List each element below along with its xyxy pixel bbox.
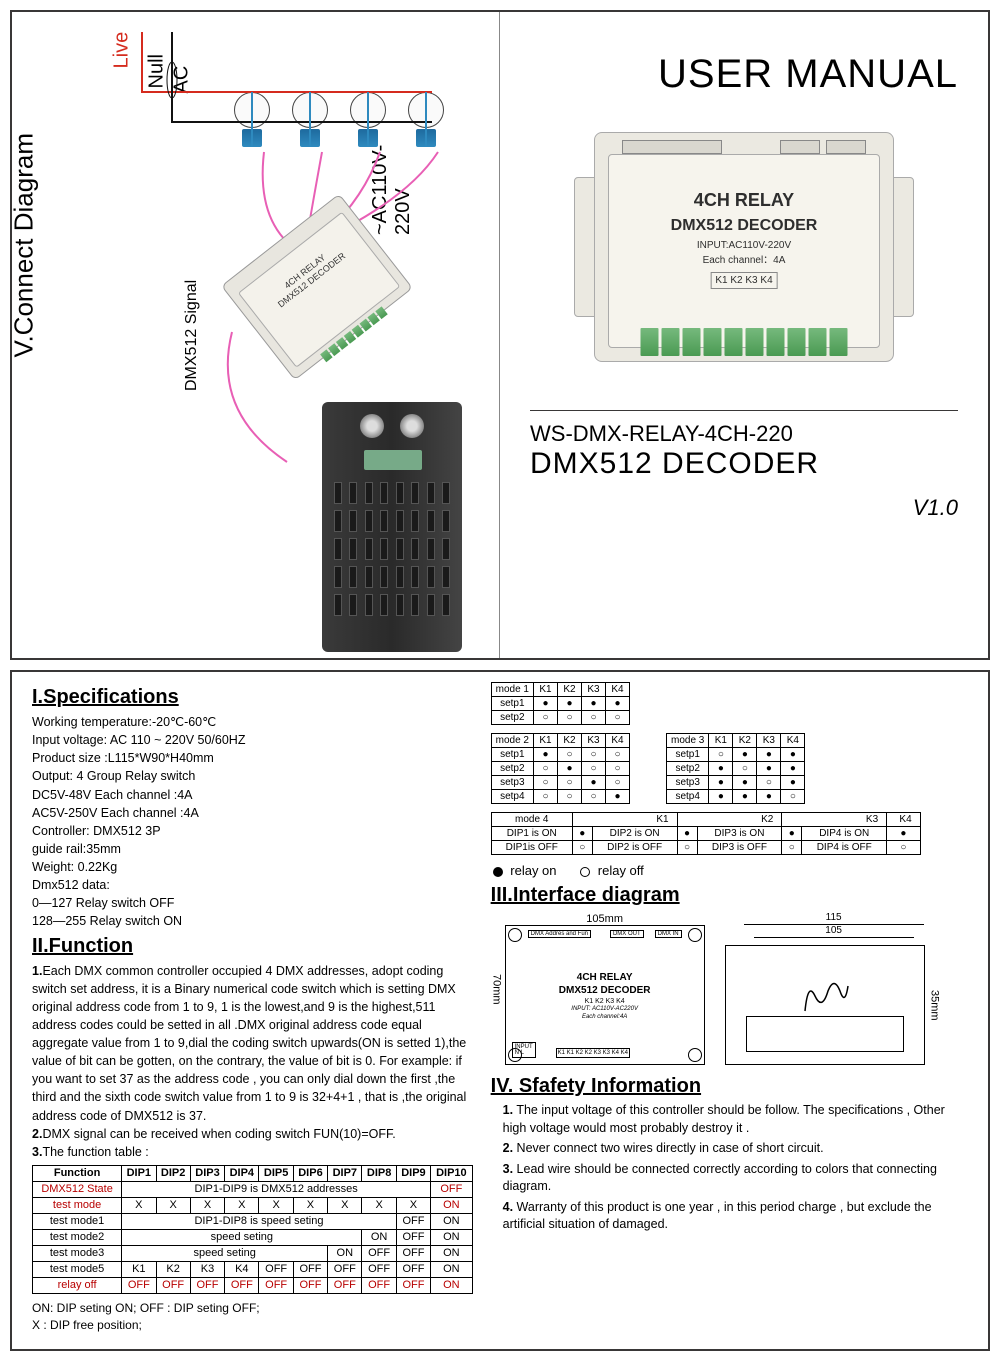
section-v-title: V.Connect Diagram [9,133,40,358]
interface-side-view [725,945,925,1065]
safety-heading: IV. Sfafety Information [491,1075,968,1098]
dot-filled-icon [493,867,503,877]
bottom-page: I.Specifications Working temperature:-20… [10,670,990,1351]
product-name: DMX512 DECODER [530,447,958,481]
function-p2: DMX signal can be received when coding s… [42,1127,395,1141]
interface-diagrams: 70mm 105mm DMX Addres and Fun DMX OUT DM… [491,913,968,1065]
modes-row: mode 2K1K2K3K4setp1●○○○setp2○●○○setp3○○●… [491,733,968,804]
connect-diagram-panel: V.Connect Diagram DMX512 Signal Live Nul… [12,12,500,658]
iface-channels: K1 K2 K3 K4 [559,997,651,1006]
relay-legend: relay on relay off [493,863,968,878]
relay-off-label: relay off [598,863,644,878]
top-page: V.Connect Diagram DMX512 Signal Live Nul… [10,10,990,660]
terminal-labels: K1 K1 K2 K2 K3 K3 K4 K4 [556,1048,630,1058]
specs-body: Working temperature:-20℃-60℃Input voltag… [32,713,473,931]
right-column: mode 1K1K2K3K4setp1●●●●setp2○○○○ mode 2K… [491,682,968,1333]
wiring-diagram: 4CH RELAY DMX512 DECODER [112,32,472,612]
rail-label: 35mm [929,990,941,1021]
function-p1: Each DMX common controller occupied 4 DM… [32,964,466,1123]
iface-input2: Each channel:4A [559,1014,651,1022]
model-number: WS-DMX-RELAY-4CH-220 [530,421,958,447]
function-heading: II.Function [32,935,473,958]
side-w2: 105 [825,925,842,936]
divider [530,410,958,411]
function-legend: ON: DIP seting ON; OFF : DIP seting OFF;… [32,1300,473,1334]
input-box: INPUT N L [512,1042,536,1058]
mode1-table: mode 1K1K2K3K4setp1●●●●setp2○○○○ [491,682,630,725]
safety-body: 1. The input voltage of this controller … [503,1102,968,1234]
iface-input1: INPUT: AC110V-AC220V [559,1006,651,1014]
cover-channels: K1 K2 K3 K4 [710,272,777,289]
cover-line4: Each channel：4A [671,253,818,268]
dot-empty-icon [580,867,590,877]
cover-panel: USER MANUAL 4CH RELAY DMX512 DECODER INP… [500,12,988,658]
interface-heading: III.Interface diagram [491,884,968,907]
cover-device-illustration: 4CH RELAY DMX512 DECODER INPUT:AC110V-22… [594,132,894,362]
iface-line1: 4CH RELAY [559,971,651,984]
legend-line2: X : DIP free position; [32,1317,473,1334]
specs-heading: I.Specifications [32,686,473,709]
user-manual-title: USER MANUAL [530,52,958,97]
side-w1: 115 [826,912,842,923]
cover-line2: DMX512 DECODER [671,214,818,238]
dmx-out-label: DMX OUT [610,930,644,938]
interface-front-view: DMX Addres and Fun DMX OUT DMX IN 4CH RE… [505,925,705,1065]
iface-line2: DMX512 DECODER [559,984,651,997]
dmx-addr-label: DMX Addres and Fun [528,930,591,938]
left-column: I.Specifications Working temperature:-20… [32,682,473,1333]
mode3-table: mode 3K1K2K3K4setp1○●●●setp2●○●●setp3●●○… [666,733,805,804]
legend-line1: ON: DIP seting ON; OFF : DIP seting OFF; [32,1300,473,1317]
height-label: 70mm [491,974,503,1005]
function-p3: The function table : [42,1145,148,1159]
width-label: 105mm [505,913,705,925]
dmx-in-label: DMX IN [655,930,682,938]
mode4-table: mode 4K1K2K3K4DIP1 is ON●DIP2 is ON●DIP3… [491,812,921,855]
cover-line1: 4CH RELAY [671,187,818,214]
mode2-table: mode 2K1K2K3K4setp1●○○○setp2○●○○setp3○○●… [491,733,630,804]
function-body: 1.Each DMX common controller occupied 4 … [32,962,473,1161]
dmx-controller-icon [322,402,462,652]
function-table: FunctionDIP1DIP2DIP3DIP4DIP5DIP6DIP7DIP8… [32,1165,473,1294]
version: V1.0 [530,495,958,521]
spring-icon [800,976,850,1016]
cover-line3: INPUT:AC110V-220V [671,238,818,253]
relay-on-label: relay on [510,863,556,878]
